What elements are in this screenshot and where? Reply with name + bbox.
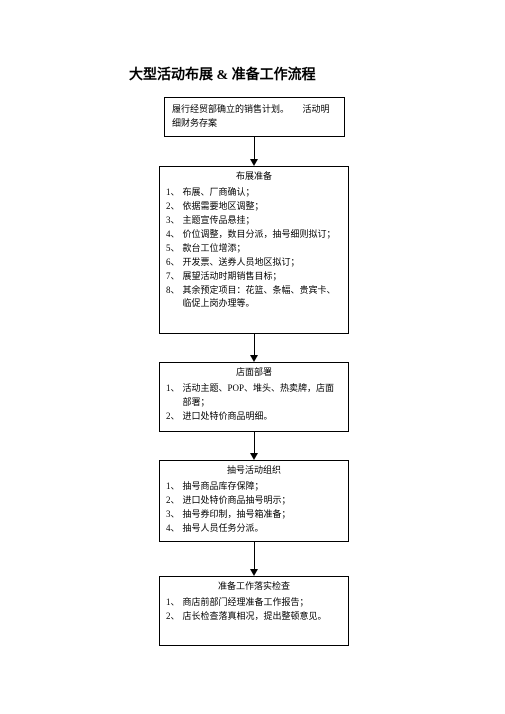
list-item: 3、抽号券印制，抽号箱准备； — [166, 508, 342, 522]
node-sales-plan: 履行经贸部确立的销售计划。 活动明 细财务存案 — [164, 97, 345, 137]
node-setup-prep: 布展准备 1、布展、厂商确认；2、依据需要地区调整；3、主题宣传品悬挂；4、价位… — [159, 166, 349, 334]
item-text: 进口处特价商品抽号明示； — [183, 494, 342, 508]
item-text: 展望活动时期销售目标； — [183, 270, 342, 284]
list-item: 2、依据需要地区调整； — [166, 200, 342, 214]
arrow-head-icon — [250, 453, 258, 460]
text-line: 履行经贸部确立的销售计划。 活动明 — [172, 103, 337, 117]
list-item: 1、布展、厂商确认； — [166, 186, 342, 200]
item-number: 7、 — [166, 270, 180, 284]
item-list: 1、商店前部门经理准备工作报告；2、店长检查落真相况，提出整顿意见。 — [166, 596, 342, 624]
page-title: 大型活动布展 & 准备工作流程 — [129, 64, 316, 84]
node-inspection: 准备工作落实检查 1、商店前部门经理准备工作报告；2、店长检查落真相况，提出整顿… — [159, 576, 349, 646]
item-number: 8、 — [166, 284, 180, 298]
list-item: 1、活动主题、POP、堆头、热卖牌，店面部署； — [166, 382, 342, 410]
node-header: 抽号活动组织 — [160, 461, 348, 478]
item-text: 抽号券印制，抽号箱准备； — [183, 508, 342, 522]
item-text: 主题宣传品悬挂； — [183, 214, 342, 228]
item-number: 3、 — [166, 214, 180, 228]
item-number: 2、 — [166, 200, 180, 214]
item-text: 款台工位增添； — [183, 242, 342, 256]
node-body: 1、抽号商品库存保障；2、进口处特价商品抽号明示；3、抽号券印制，抽号箱准备；4… — [160, 478, 348, 540]
node-header: 店面部署 — [160, 363, 348, 380]
item-number: 1、 — [166, 480, 180, 494]
list-item: 2、进口处特价商品抽号明示； — [166, 494, 342, 508]
item-text: 价位调整，数目分派，抽号细则拟订； — [183, 228, 342, 242]
node-body: 1、布展、厂商确认；2、依据需要地区调整；3、主题宣传品悬挂；4、价位调整，数目… — [160, 184, 348, 315]
list-item: 7、展望活动时期销售目标； — [166, 270, 342, 284]
item-number: 1、 — [166, 596, 180, 610]
item-number: 6、 — [166, 256, 180, 270]
arrow-head-icon — [250, 159, 258, 166]
list-item: 8、其余预定项目：花篮、条幅、贵宾卡、临促上岗办理等。 — [166, 284, 342, 312]
item-text: 依据需要地区调整； — [183, 200, 342, 214]
item-text: 抽号商品库存保障； — [183, 480, 342, 494]
arrow-head-icon — [250, 355, 258, 362]
item-number: 5、 — [166, 242, 180, 256]
arrow-line — [254, 432, 255, 454]
flowchart-page: 大型活动布展 & 准备工作流程 履行经贸部确立的销售计划。 活动明 细财务存案 … — [0, 0, 505, 714]
item-number: 2、 — [166, 410, 180, 424]
list-item: 4、抽号人员任务分派。 — [166, 522, 342, 536]
item-text: 店长检查落真相况，提出整顿意见。 — [183, 610, 342, 624]
item-text: 布展、厂商确认； — [183, 186, 342, 200]
list-item: 3、主题宣传品悬挂； — [166, 214, 342, 228]
node-body: 履行经贸部确立的销售计划。 活动明 细财务存案 — [165, 98, 344, 136]
text-line: 细财务存案 — [172, 117, 337, 131]
list-item: 1、抽号商品库存保障； — [166, 480, 342, 494]
arrow-line — [254, 334, 255, 356]
item-number: 1、 — [166, 186, 180, 200]
item-list: 1、布展、厂商确认；2、依据需要地区调整；3、主题宣传品悬挂；4、价位调整，数目… — [166, 186, 342, 311]
item-text: 开发票、送券人员地区拟订； — [183, 256, 342, 270]
item-text: 商店前部门经理准备工作报告； — [183, 596, 342, 610]
arrow-line — [254, 137, 255, 160]
item-text: 活动主题、POP、堆头、热卖牌，店面部署； — [183, 382, 342, 410]
item-number: 4、 — [166, 522, 180, 536]
item-number: 3、 — [166, 508, 180, 522]
node-header: 布展准备 — [160, 167, 348, 184]
item-text: 其余预定项目：花篮、条幅、贵宾卡、临促上岗办理等。 — [183, 284, 342, 312]
node-body: 1、商店前部门经理准备工作报告；2、店长检查落真相况，提出整顿意见。 — [160, 594, 348, 628]
list-item: 6、开发票、送券人员地区拟订； — [166, 256, 342, 270]
item-list: 1、活动主题、POP、堆头、热卖牌，店面部署；2、进口处特价商品明细。 — [166, 382, 342, 424]
node-body: 1、活动主题、POP、堆头、热卖牌，店面部署；2、进口处特价商品明细。 — [160, 380, 348, 428]
list-item: 5、款台工位增添； — [166, 242, 342, 256]
arrow-head-icon — [250, 569, 258, 576]
arrow-line — [254, 542, 255, 570]
list-item: 1、商店前部门经理准备工作报告； — [166, 596, 342, 610]
item-number: 1、 — [166, 382, 180, 396]
item-number: 2、 — [166, 610, 180, 624]
list-item: 4、价位调整，数目分派，抽号细则拟订； — [166, 228, 342, 242]
item-text: 抽号人员任务分派。 — [183, 522, 342, 536]
node-store-layout: 店面部署 1、活动主题、POP、堆头、热卖牌，店面部署；2、进口处特价商品明细。 — [159, 362, 349, 432]
item-text: 进口处特价商品明细。 — [183, 410, 342, 424]
item-list: 1、抽号商品库存保障；2、进口处特价商品抽号明示；3、抽号券印制，抽号箱准备；4… — [166, 480, 342, 536]
item-number: 2、 — [166, 494, 180, 508]
item-number: 4、 — [166, 228, 180, 242]
list-item: 2、进口处特价商品明细。 — [166, 410, 342, 424]
node-lottery-org: 抽号活动组织 1、抽号商品库存保障；2、进口处特价商品抽号明示；3、抽号券印制，… — [159, 460, 349, 542]
node-header: 准备工作落实检查 — [160, 577, 348, 594]
list-item: 2、店长检查落真相况，提出整顿意见。 — [166, 610, 342, 624]
